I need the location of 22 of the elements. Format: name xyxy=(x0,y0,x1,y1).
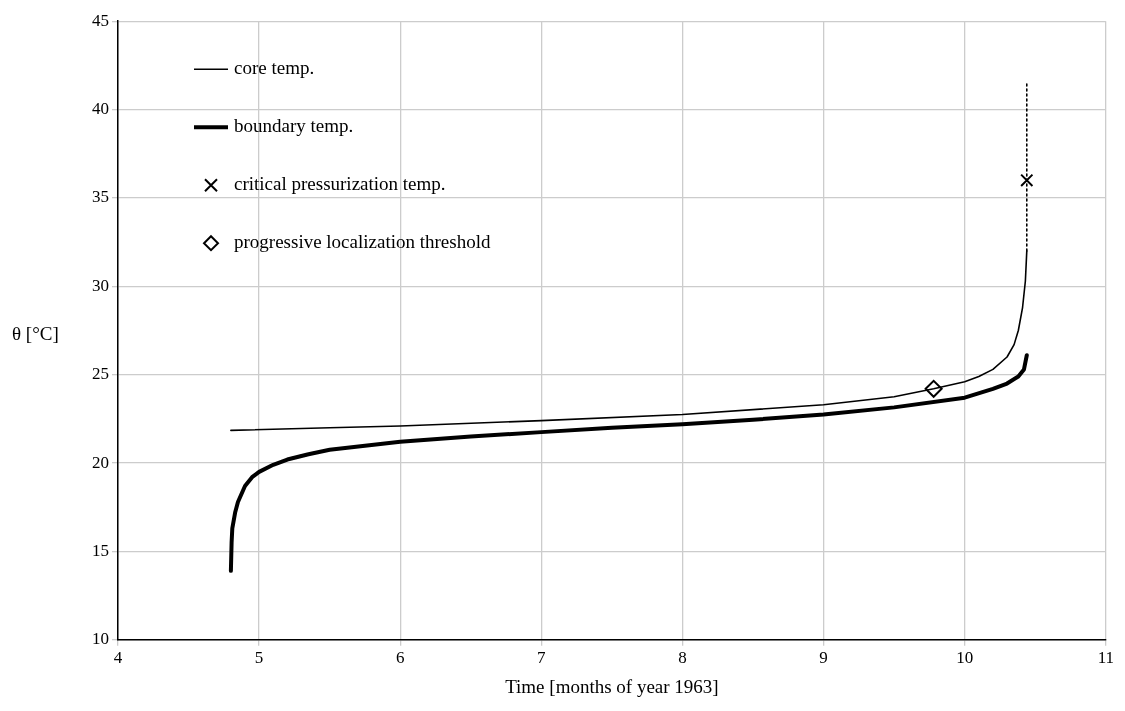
x-tick-label: 7 xyxy=(537,648,547,668)
x-tick-label: 4 xyxy=(113,648,123,668)
y-tick-label: 45 xyxy=(92,10,109,30)
x-axis-title: Time [months of year 1963] xyxy=(505,675,719,697)
y-axis-title: θ [°C] xyxy=(12,323,59,345)
legend-label: critical pressurization temp. xyxy=(234,173,446,195)
x-tick-label: 8 xyxy=(678,648,687,668)
y-tick-label: 25 xyxy=(92,364,109,384)
y-tick-label: 30 xyxy=(92,275,109,295)
legend-label: boundary temp. xyxy=(234,115,354,137)
x-tick-label: 10 xyxy=(956,648,974,668)
y-tick-label: 15 xyxy=(92,540,109,560)
legend-label: core temp. xyxy=(234,57,315,79)
y-tick-label: 40 xyxy=(92,99,109,119)
y-tick-label: 35 xyxy=(92,187,109,207)
legend-label: progressive localization threshold xyxy=(234,231,491,253)
y-tick-label: 10 xyxy=(92,629,109,649)
x-tick-label: 5 xyxy=(254,648,264,668)
x-tick-label: 11 xyxy=(1097,648,1114,668)
x-tick-label: 6 xyxy=(395,648,405,668)
y-tick-label: 20 xyxy=(92,452,109,472)
x-tick-label: 9 xyxy=(819,648,828,668)
